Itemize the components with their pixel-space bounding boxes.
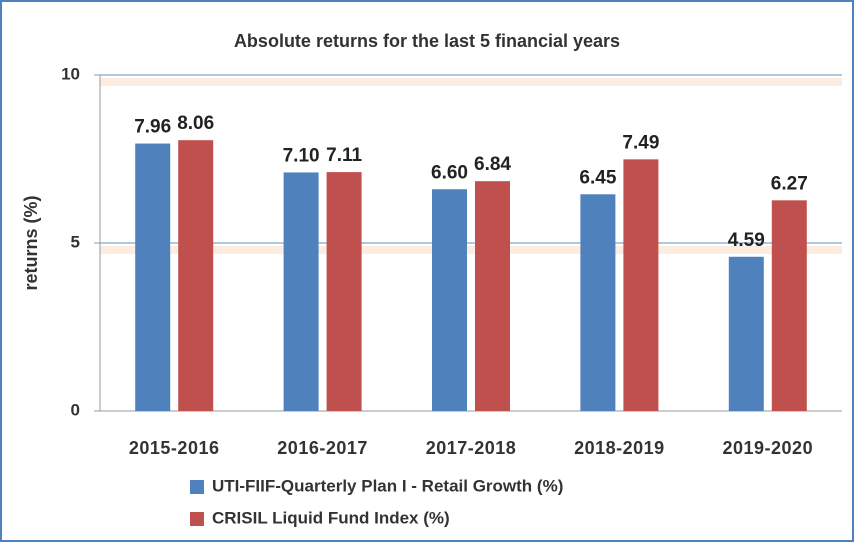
legend-label: CRISIL Liquid Fund Index (%) (212, 508, 450, 527)
legend-swatch (190, 480, 204, 494)
grid-glow (100, 78, 842, 86)
bar (728, 256, 764, 411)
y-tick-label: 0 (71, 400, 80, 419)
value-label: 6.45 (579, 167, 616, 188)
bar (475, 181, 510, 411)
bar (283, 172, 319, 411)
chart-title: Absolute returns for the last 5 financia… (234, 31, 620, 51)
x-tick-label: 2015-2016 (129, 438, 220, 458)
value-label: 6.27 (771, 173, 808, 194)
bar (326, 172, 362, 411)
value-label: 6.84 (474, 154, 511, 175)
value-label: 7.11 (326, 145, 362, 166)
x-tick-label: 2019-2020 (723, 438, 814, 458)
bar (623, 159, 659, 411)
x-tick-label: 2018-2019 (574, 438, 665, 458)
bar (135, 143, 171, 411)
value-label: 6.60 (431, 162, 468, 183)
legend-swatch (190, 512, 204, 526)
bar (771, 200, 807, 411)
value-label: 7.10 (283, 145, 320, 166)
legend-label: UTI-FIIF-Quarterly Plan I - Retail Growt… (212, 476, 563, 495)
y-tick-label: 10 (61, 64, 80, 83)
value-label: 4.59 (728, 230, 765, 251)
x-tick-label: 2017-2018 (426, 438, 517, 458)
y-axis-label: returns (%) (21, 195, 41, 290)
bar (432, 189, 467, 411)
x-tick-label: 2016-2017 (277, 438, 368, 458)
grid-glow (100, 246, 842, 254)
value-label: 8.06 (177, 113, 214, 134)
y-tick-label: 5 (71, 232, 80, 251)
value-label: 7.49 (622, 132, 659, 153)
bar (580, 194, 616, 411)
value-label: 7.96 (134, 117, 171, 138)
bar (178, 140, 214, 411)
